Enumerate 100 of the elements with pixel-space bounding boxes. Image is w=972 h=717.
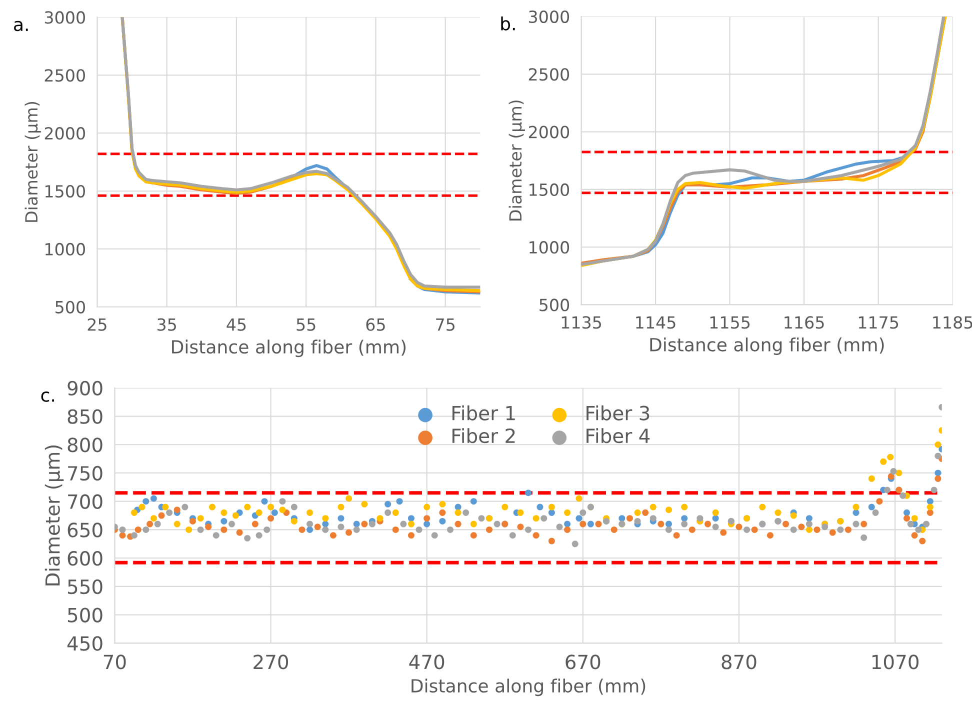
point [595,520,602,528]
point [314,524,321,530]
x-tick-label: 45 [226,318,246,331]
x-tick-label: 25 [88,318,106,331]
point [486,526,493,533]
point [298,526,306,533]
y-tick-label: 700 [68,494,102,510]
point [580,520,586,528]
point [934,475,942,482]
y-tick-label: 750 [68,466,102,481]
y-tick-label: 600 [68,551,102,566]
point [704,520,712,528]
point [610,526,618,533]
point [392,526,399,533]
point [673,532,680,539]
y-tick-label: 1000 [530,241,570,254]
x-axis-title: Distance along fiber (mm) [172,340,406,358]
point [919,538,926,544]
x-axis-title: Distance along fiber (mm) [650,338,884,355]
legend-label: Fiber 2 [452,428,515,444]
legend-label: Fiber 4 [586,428,650,444]
legend-label: Fiber 1 [452,405,515,420]
y-tick-label: 1000 [46,242,85,256]
point [688,526,696,533]
x-axis-title: Distance along fiber (mm) [412,678,646,696]
point [174,506,180,514]
y-tick-label: 450 [67,636,102,651]
chart-title: b. [501,16,515,30]
y-tick-label: 800 [68,438,102,452]
point [470,532,477,539]
point [642,509,649,516]
point [134,526,142,533]
point [119,532,126,539]
y-tick-label: 900 [68,380,102,396]
y-tick-label: 500 [68,608,102,622]
point [361,520,368,528]
point [736,524,742,530]
y-tick-label: 2000 [528,126,570,138]
chart-title: a. [14,20,28,32]
x-tick-label: 470 [409,654,444,670]
x-tick-label: 1165 [784,316,824,329]
point [346,529,352,536]
y-tick-label: 850 [68,409,102,424]
x-tick-label: 1175 [858,316,898,329]
x-tick-label: 270 [254,654,288,670]
y-tick-label: 2000 [44,127,85,140]
y-tick-label: 500 [56,300,85,314]
point [424,515,430,522]
x-tick-label: 1155 [710,316,750,329]
y-tick-label: 1500 [46,184,85,198]
x-tick-label: 1185 [933,316,972,329]
point [548,538,555,544]
y-tick-label: 2500 [44,69,85,82]
point [330,532,336,539]
x-tick-label: 75 [436,318,454,331]
point [751,526,758,533]
chart-title: c. [41,392,54,402]
legend-label: Fiber 3 [586,405,650,420]
x-tick-label: 1135 [562,316,602,329]
point [911,532,918,539]
point [926,509,934,516]
point [903,515,910,522]
point [798,524,805,530]
point [205,524,212,530]
point [252,520,258,528]
point [829,529,836,536]
point [439,509,446,516]
y-tick-label: 3000 [529,10,570,24]
y-tick-label: 3000 [44,11,85,24]
y-tick-label: 2500 [528,68,570,81]
x-tick-label: 65 [366,318,385,331]
point [876,498,883,505]
point [658,520,664,528]
y-axis-title: Diameter (µm) [508,100,525,220]
point [720,529,727,536]
y-tick-label: 500 [540,298,570,312]
point [268,515,274,522]
y-tick-label: 650 [68,522,102,538]
x-tick-label: 1070 [872,654,918,670]
point [236,529,243,536]
point [844,526,852,533]
point [454,520,462,528]
x-tick-label: 670 [566,654,600,670]
x-tick-label: 1145 [636,316,676,329]
point [517,524,524,530]
point [814,526,820,533]
y-axis-title: Diameter (µm) [24,102,41,222]
point [158,512,165,519]
point [564,526,571,533]
y-tick-label: 1500 [530,183,570,196]
point [146,520,154,528]
point [626,515,633,522]
point [220,526,228,533]
x-tick-label: 870 [722,654,756,670]
point [766,532,774,539]
point [532,532,540,539]
x-tick-label: 55 [296,318,316,331]
point [860,520,868,528]
point [189,518,196,524]
point [408,532,414,539]
